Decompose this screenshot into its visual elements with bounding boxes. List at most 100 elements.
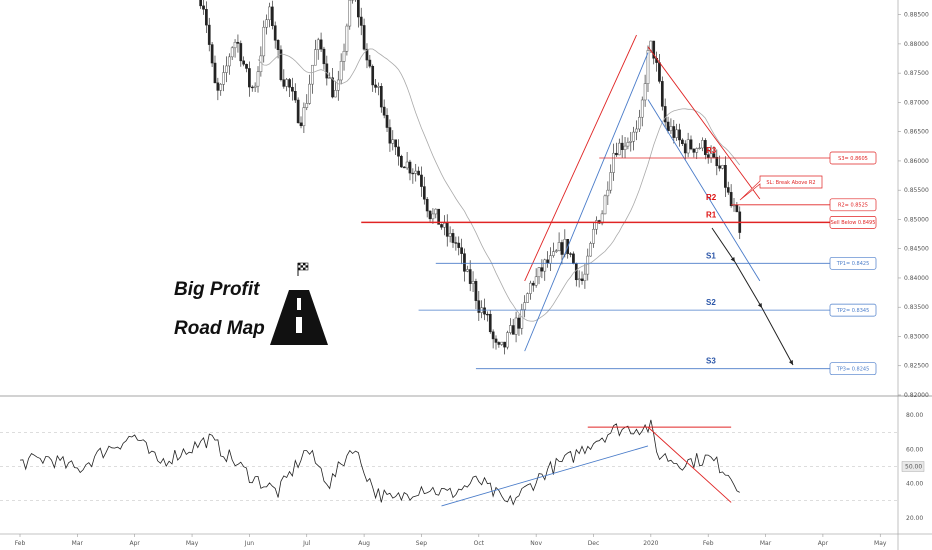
- candle-body: [529, 282, 532, 294]
- y-tick-label: 0.88000: [904, 41, 929, 48]
- candle-body: [262, 26, 266, 57]
- candle-body: [574, 263, 578, 281]
- level-tag-text-s1: TP1= 0.8425: [836, 261, 870, 267]
- rsi-tick-label: 60.00: [906, 446, 923, 453]
- candle-body: [612, 152, 615, 173]
- candle-body: [514, 317, 518, 335]
- level-label-r3: R3: [706, 146, 717, 155]
- candle-body: [242, 60, 246, 65]
- candle-body: [308, 83, 311, 104]
- candle-body: [328, 77, 332, 79]
- candle-body: [422, 186, 426, 200]
- candle-body: [460, 247, 463, 254]
- rsi-trendline-red: [647, 426, 732, 503]
- candle-body: [643, 83, 647, 101]
- level-tag-box-s2: [829, 303, 877, 317]
- axes-layer: 0.88500 0.88000 0.87500 0.87000 0.86500 0.860…: [15, 12, 932, 547]
- level-tag-text-r2: R2= 0.8525: [838, 203, 868, 209]
- candle-body: [683, 143, 687, 154]
- candle-body: [402, 166, 406, 169]
- x-tick-label: Mar: [760, 540, 772, 547]
- candle-body: [428, 210, 432, 220]
- candle-body: [663, 106, 667, 123]
- candle-body: [454, 242, 458, 244]
- candle-body: [678, 129, 681, 141]
- rsi-tick-label: 20.00: [906, 515, 923, 522]
- candle-body: [497, 342, 501, 345]
- candle-body: [371, 65, 375, 86]
- candle-body: [451, 233, 455, 243]
- projection-arrowhead: [788, 360, 793, 365]
- candle-body: [638, 116, 641, 130]
- candle-body: [477, 300, 481, 313]
- candle-body: [577, 278, 581, 281]
- candle-body: [552, 251, 555, 256]
- candle-body: [560, 242, 564, 255]
- candle-body: [245, 63, 248, 69]
- candle-body: [311, 64, 314, 85]
- candle-body: [721, 165, 724, 169]
- x-tick-label: May: [186, 540, 199, 547]
- candle-body: [440, 224, 443, 228]
- candle-body: [397, 146, 400, 157]
- candle-body: [359, 16, 363, 26]
- candle-body: [729, 192, 733, 207]
- candle-body: [626, 142, 630, 147]
- annotation-layer: R3 S3= 0.8605 R2 R2= 0.8525 R1 Sell Below 0.8…: [361, 34, 877, 376]
- projection-arrowhead: [757, 303, 762, 308]
- candle-body: [549, 255, 552, 264]
- candle-body: [219, 84, 223, 91]
- candle-body: [500, 341, 504, 345]
- rsi-panel: 80.00 60.00 40.00 20.00 50.00: [0, 412, 925, 522]
- candle-body: [675, 129, 679, 138]
- candle-body: [233, 41, 237, 49]
- y-tick-label: 0.82000: [904, 392, 929, 399]
- candle-body: [595, 220, 598, 230]
- y-tick-label: 0.82500: [904, 363, 929, 370]
- trendline-red-rise: [524, 34, 637, 282]
- x-tick-label: Aug: [358, 540, 370, 547]
- candle-body: [632, 131, 635, 142]
- candle-body: [279, 49, 283, 80]
- candle-body: [296, 99, 300, 124]
- candle-body: [457, 242, 461, 248]
- candle-body: [592, 228, 595, 244]
- level-label-r1: R1: [706, 210, 717, 219]
- candle-body: [388, 127, 392, 144]
- candle-body: [316, 39, 320, 50]
- candle-body: [314, 49, 317, 66]
- candle-body: [207, 24, 211, 45]
- candle-body: [506, 332, 509, 348]
- candle-body: [331, 77, 334, 98]
- candle-body: [557, 242, 561, 251]
- y-tick-label: 0.86500: [904, 129, 929, 136]
- projection-arrowhead: [730, 257, 735, 262]
- y-tick-label: 0.83000: [904, 333, 929, 340]
- projection-path: [711, 227, 794, 366]
- callout-box: [739, 175, 823, 201]
- candle-body: [213, 62, 217, 84]
- candle-body: [623, 145, 627, 150]
- candle-body: [698, 147, 701, 150]
- candle-body: [365, 48, 369, 61]
- candle-body: [291, 86, 294, 92]
- candle-body: [652, 40, 656, 59]
- candle-body: [640, 99, 644, 118]
- candle-body: [672, 126, 676, 138]
- candle-body: [589, 243, 592, 257]
- candle-body: [202, 5, 205, 10]
- candle-body: [319, 39, 323, 50]
- candle-body: [603, 195, 607, 215]
- level-label-s1: S1: [706, 251, 716, 260]
- candle-body: [546, 259, 549, 264]
- candle-body: [534, 276, 538, 286]
- candle-body: [227, 56, 231, 67]
- x-tick-label: Sep: [416, 540, 428, 547]
- candle-body: [379, 86, 383, 108]
- candle-body: [268, 6, 271, 21]
- candle-body: [569, 253, 572, 255]
- candle-body: [288, 79, 291, 88]
- y-tick-label: 0.85500: [904, 187, 929, 194]
